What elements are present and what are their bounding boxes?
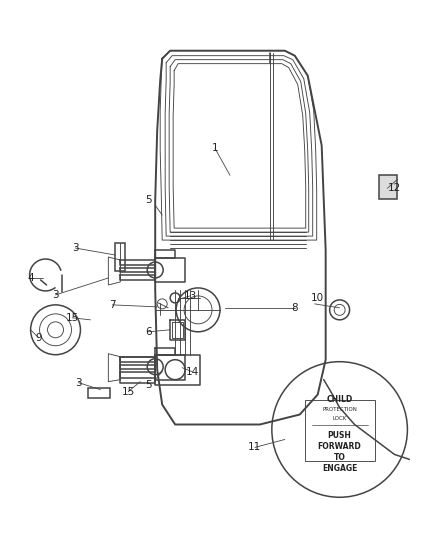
Text: 15: 15	[122, 386, 135, 397]
Text: 13: 13	[184, 291, 197, 301]
Text: 3: 3	[72, 243, 79, 253]
Text: 9: 9	[35, 333, 42, 343]
Text: 14: 14	[185, 367, 199, 377]
Text: 5: 5	[145, 195, 152, 205]
Text: 11: 11	[248, 442, 261, 453]
Text: ENGAGE: ENGAGE	[322, 464, 357, 473]
Text: 10: 10	[311, 293, 324, 303]
Text: 12: 12	[388, 183, 401, 193]
Text: FORWARD: FORWARD	[318, 442, 361, 451]
Text: PROTECTION: PROTECTION	[322, 407, 357, 412]
Text: TO: TO	[334, 453, 346, 462]
Text: PUSH: PUSH	[328, 431, 352, 440]
Text: 15: 15	[66, 313, 79, 323]
Text: 7: 7	[109, 300, 116, 310]
Text: 6: 6	[145, 327, 152, 337]
Text: 3: 3	[75, 378, 82, 387]
Text: CHILD: CHILD	[326, 395, 353, 404]
Text: 5: 5	[145, 379, 152, 390]
Text: 3: 3	[52, 290, 59, 300]
FancyBboxPatch shape	[379, 175, 397, 199]
Text: 1: 1	[212, 143, 218, 154]
Text: LOCK: LOCK	[332, 416, 347, 421]
Text: 8: 8	[291, 303, 298, 313]
Circle shape	[272, 362, 407, 497]
Text: 4: 4	[27, 273, 34, 283]
